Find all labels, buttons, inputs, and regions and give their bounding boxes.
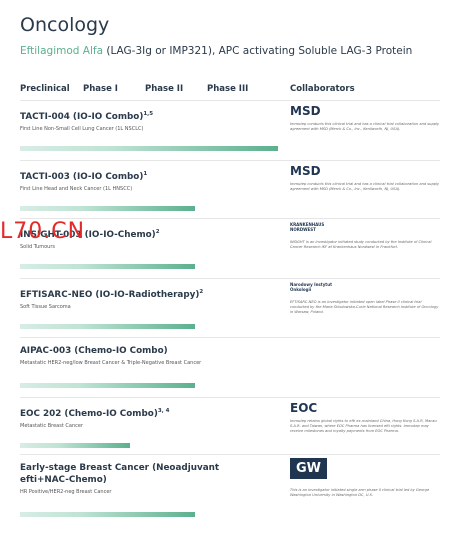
trial-title: AIPAC-003 (Chemo-IO Combo)	[20, 346, 168, 356]
progress-bar	[20, 146, 278, 151]
column-header: Collaborators	[290, 84, 355, 94]
page-title: Oncology	[20, 14, 110, 36]
trial-row: TACTI-004 (IO-IO Combo)1,5 First Line Non…	[20, 104, 440, 163]
trial-title: EOC 202 (Chemo-IO Combo)	[20, 408, 158, 419]
indication: First Line Head and Neck Cancer (1L HNSC…	[20, 185, 133, 192]
indication: Metastatic Breast Cancer	[20, 422, 84, 429]
separator	[20, 218, 440, 219]
column-header: Phase I	[83, 84, 118, 94]
partner-note: Immutep retains global rights to efti ex…	[290, 419, 437, 433]
trial-title: EFTISARC-NEO (IO-IO-Radiotherapy)	[20, 289, 200, 300]
progress-bar	[20, 383, 195, 388]
footnote-ref: 3, 4	[157, 408, 170, 414]
trial-row: TACTI-003 (IO-IO Combo)1 First Line Head …	[20, 164, 440, 223]
partner-note: INSIGHT is an investigator initiated stu…	[290, 240, 432, 249]
column-header: Preclinical	[20, 84, 70, 94]
separator	[20, 337, 440, 338]
separator	[20, 160, 440, 161]
trial-name: TACTI-003 (IO-IO Combo)1	[20, 168, 260, 183]
watermark: L70.CN	[0, 219, 86, 244]
partner-logo: GW	[290, 458, 328, 479]
indication: Soft Tissue Sarcoma	[20, 303, 71, 310]
footnote-ref: 2	[199, 289, 204, 295]
indication: HR Positive/HER2-neg Breast Cancer	[20, 489, 112, 495]
subtitle: Eftilagimod Alfa (LAG-3Ig or IMP321), AP…	[20, 45, 412, 57]
trial-name: EOC 202 (Chemo-IO Combo)3, 4	[20, 405, 260, 420]
progress-bar	[20, 443, 130, 448]
trial-name: AIPAC-003 (Chemo-IO Combo)	[20, 345, 260, 357]
trial-row: Early-stage Breast Cancer (Neoadjuvant e…	[20, 458, 440, 517]
column-header: Phase II	[145, 84, 184, 94]
trial-row: AIPAC-003 (Chemo-IO Combo) Metastatic HER…	[20, 345, 440, 400]
trial-title: INSIGHT-003 (IO-IO-Chemo)	[20, 229, 156, 240]
trial-title: Early-stage Breast Cancer (Neoadjuvant e…	[20, 463, 220, 485]
partner-note: Immutep conducts this clinical trial and…	[290, 122, 440, 131]
trial-row: EFTISARC-NEO (IO-IO-Radiotherapy)2 Soft T…	[20, 282, 440, 341]
partner-logo: KRANKENHAUS NORDWEST	[290, 222, 325, 232]
indication: Solid Tumours	[20, 243, 55, 250]
partner-logo: MSD	[290, 104, 321, 118]
trial-title: TACTI-003 (IO-IO Combo)	[20, 171, 144, 182]
column-header: Phase III	[207, 84, 249, 94]
footnote-ref: 1	[143, 171, 148, 177]
indication: Metastatic HER2-neg/low Breast Cancer & …	[20, 360, 202, 366]
separator	[20, 100, 440, 101]
trial-name: Early-stage Breast Cancer (Neoadjuvant e…	[20, 462, 260, 486]
footnote-ref: 1,5	[143, 111, 154, 117]
trial-name: INSIGHT-003 (IO-IO-Chemo)2	[20, 226, 260, 241]
indication: First Line Non-Small Cell Lung Cancer (1…	[20, 125, 144, 132]
drug-name: Eftilagimod Alfa	[20, 45, 104, 57]
footnote-ref: 2	[155, 229, 160, 235]
separator	[20, 454, 440, 455]
trial-title: TACTI-004 (IO-IO Combo)	[20, 111, 144, 122]
drug-desc: (LAG-3Ig or IMP321), APC activating Solu…	[103, 45, 413, 57]
partner-logo: MSD	[290, 164, 321, 178]
trial-name: EFTISARC-NEO (IO-IO-Radiotherapy)2	[20, 286, 260, 301]
progress-bar	[20, 206, 195, 211]
separator	[20, 278, 440, 279]
trial-row: EOC 202 (Chemo-IO Combo)3, 4 Metastatic B…	[20, 401, 440, 460]
partner-note: Immutep conducts this clinical trial and…	[290, 182, 440, 191]
progress-bar	[20, 512, 195, 517]
progress-bar	[20, 264, 195, 269]
partner-note: EFTISARC-NEO is an investigator initiate…	[290, 300, 439, 314]
progress-bar	[20, 324, 195, 329]
partner-logo: EOC	[290, 401, 318, 415]
trial-row: INSIGHT-003 (IO-IO-Chemo)2 Solid Tumours K…	[20, 222, 440, 281]
separator	[20, 397, 440, 398]
partner-logo: Narodowy Instytut Onkologii	[290, 282, 332, 292]
trial-name: TACTI-004 (IO-IO Combo)1,5	[20, 108, 260, 123]
partner-note: This is an investigator initiated single…	[290, 488, 430, 497]
